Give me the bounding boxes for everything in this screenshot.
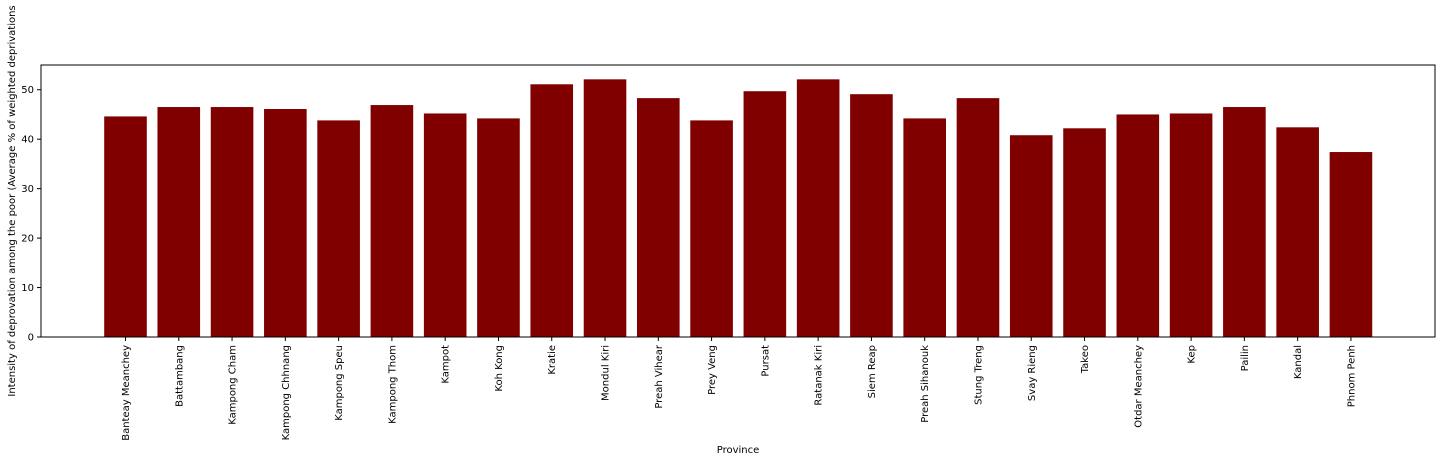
x-tick-label: Takeo [1080,345,1091,374]
bar [1063,128,1106,337]
x-tick-label: Kandal [1293,345,1304,379]
plot-frame [40,64,1436,338]
bar [956,98,1000,337]
y-tick-label: 40 [21,135,34,146]
x-tick-label: Banteay Meanchey [121,345,132,441]
x-tick-label: Siem Reap [867,345,878,398]
bar [1329,152,1373,337]
x-tick-label: Kampong Speu [334,345,345,421]
bar [743,91,787,338]
bar [264,109,307,337]
x-tick-label: Kratie [547,345,558,375]
x-axis-ticks: Banteay Meanchey Battambang Kampong Cham Ka… [121,337,1357,441]
bar [157,107,201,337]
bar [1009,135,1053,337]
x-tick-label: Pursat [760,345,771,377]
bar [1223,107,1266,337]
bar [690,120,733,337]
x-tick-label: Kampong Chhnang [281,345,292,440]
y-axis-ticks: 0 10 20 30 40 50 [21,85,41,344]
bars-group [104,79,1373,338]
bar [850,94,893,338]
x-tick-label: Ratanak Kiri [814,345,825,406]
x-tick-label: Pailin [1240,345,1251,371]
x-tick-label: Stung Treng [973,345,984,405]
x-tick-label: Kampong Cham [228,345,239,425]
x-tick-label: Kampong Thom [387,345,398,424]
x-tick-label: Phnom Penh [1346,345,1357,407]
bar [370,105,414,337]
y-tick-label: 30 [21,184,34,195]
x-axis-label: Province [717,445,760,456]
bar [423,113,467,337]
x-tick-label: Koh Kong [494,345,505,392]
x-tick-label: Preah Vihear [654,344,665,409]
bar [477,118,520,337]
x-tick-label: Otdar Meanchey [1133,345,1144,428]
y-tick-label: 10 [21,283,34,294]
bar [796,79,840,337]
x-tick-label: Battambang [174,345,185,407]
bar [210,107,254,337]
x-tick-label: Mondul Kiri [601,345,612,401]
bar [1116,114,1160,337]
bar [530,84,574,337]
bar [1276,127,1319,337]
bar [903,118,946,337]
y-tick-label: 20 [21,234,34,245]
x-tick-label: Preah Sihanouk [920,345,931,423]
bar [637,98,680,337]
x-tick-label: Prey Veng [707,345,718,395]
y-axis-label: Intensity of deprovation among the poor … [7,5,18,396]
y-tick-label: 0 [28,333,34,344]
bar [317,120,360,337]
x-tick-label: Kep [1187,345,1198,364]
bar [104,116,147,338]
bar [583,79,627,337]
y-tick-label: 50 [21,85,34,96]
x-tick-label: Kampot [441,345,452,384]
bar [1169,113,1213,337]
x-tick-label: Svay Rieng [1027,345,1038,401]
